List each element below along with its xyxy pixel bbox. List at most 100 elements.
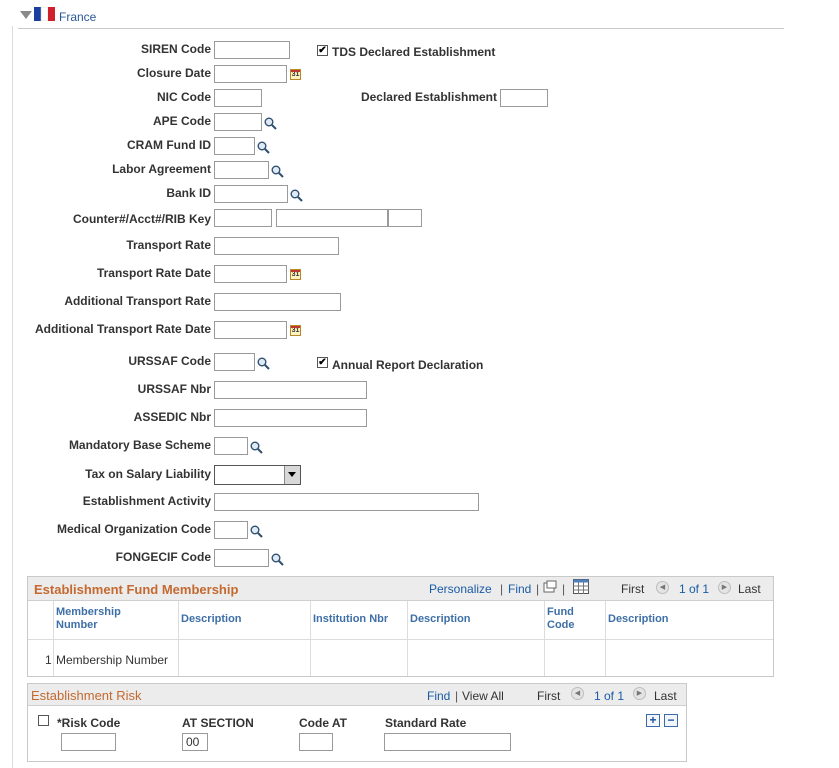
table-row[interactable]: 1 Membership Number — [28, 640, 773, 676]
counter-acct-rib-label: Counter#/Acct#/RIB Key — [72, 212, 211, 226]
additional-transport-rate-date-input[interactable] — [214, 321, 287, 339]
transport-rate-label: Transport Rate — [126, 238, 211, 252]
search-icon[interactable] — [257, 357, 270, 370]
row-select-checkbox[interactable] — [38, 715, 49, 726]
fund-grid-header-row: Membership Number Description Institutio… — [28, 601, 773, 640]
transport-rate-input[interactable] — [214, 237, 339, 255]
closure-date-input[interactable] — [214, 65, 287, 83]
search-icon[interactable] — [290, 189, 303, 202]
search-icon[interactable] — [250, 525, 263, 538]
risk-code-label: *Risk Code — [57, 716, 121, 730]
additional-transport-rate-date-label: Additional Transport Rate Date — [34, 322, 211, 336]
urssaf-nbr-label: URSSAF Nbr — [137, 382, 211, 396]
risk-grid-titlebar: Establishment Risk Find | View All First… — [28, 684, 686, 706]
standard-rate-input[interactable] — [384, 733, 511, 751]
calendar-icon[interactable]: 31 — [290, 325, 301, 336]
search-icon[interactable] — [264, 117, 277, 130]
risk-grid-title: Establishment Risk — [31, 688, 142, 703]
urssaf-code-label: URSSAF Code — [128, 354, 211, 368]
bank-id-input[interactable] — [214, 185, 288, 203]
rib-key-input[interactable] — [388, 209, 422, 227]
labor-agreement-label: Labor Agreement — [112, 162, 211, 176]
fund-grid-titlebar: Establishment Fund Membership Personaliz… — [28, 577, 773, 601]
account-input[interactable] — [276, 209, 388, 227]
france-flag-icon — [34, 7, 55, 21]
urssaf-nbr-input[interactable] — [214, 381, 367, 399]
add-row-icon[interactable]: + — [646, 714, 660, 727]
download-grid-icon[interactable] — [573, 579, 589, 594]
next-icon[interactable]: ▶ — [718, 581, 731, 594]
medical-org-code-input[interactable] — [214, 521, 248, 539]
fund-grid-title: Establishment Fund Membership — [34, 582, 239, 597]
siren-code-input[interactable] — [214, 41, 290, 59]
mandatory-base-scheme-label: Mandatory Base Scheme — [68, 438, 211, 452]
search-icon[interactable] — [257, 141, 270, 154]
labor-agreement-input[interactable] — [214, 161, 269, 179]
view-all-link[interactable]: View All — [462, 689, 504, 703]
separator: | — [536, 582, 540, 596]
at-section-input[interactable] — [182, 733, 208, 751]
left-border — [12, 26, 13, 768]
column-header-institution-nbr: Institution Nbr — [313, 613, 389, 625]
tds-declared-checkbox[interactable]: ✔ — [317, 45, 328, 56]
column-divider — [544, 601, 545, 676]
declared-establishment-input[interactable] — [500, 89, 548, 107]
search-icon[interactable] — [250, 441, 263, 454]
column-divider — [407, 601, 408, 676]
urssaf-code-input[interactable] — [214, 353, 255, 371]
counter-input[interactable] — [214, 209, 272, 227]
establishment-activity-label: Establishment Activity — [82, 494, 211, 508]
section-header[interactable]: France — [18, 6, 784, 29]
first-label: First — [537, 689, 561, 703]
fund-membership-grid: Establishment Fund Membership Personaliz… — [27, 576, 774, 677]
ape-code-label: APE Code — [152, 114, 211, 128]
establishment-activity-input[interactable] — [214, 493, 479, 511]
ape-code-input[interactable] — [214, 113, 262, 131]
mandatory-base-scheme-input[interactable] — [214, 437, 248, 455]
transport-rate-date-label: Transport Rate Date — [96, 266, 211, 280]
column-divider — [605, 601, 606, 676]
nic-code-input[interactable] — [214, 89, 262, 107]
risk-code-input[interactable] — [61, 733, 116, 751]
find-link[interactable]: Find — [427, 689, 451, 703]
previous-icon[interactable]: ◀ — [656, 581, 669, 594]
assedic-nbr-input[interactable] — [214, 409, 367, 427]
search-icon[interactable] — [271, 553, 284, 566]
chevron-down-icon[interactable] — [284, 466, 300, 484]
code-at-label: Code AT — [299, 716, 347, 730]
annual-report-label: Annual Report Declaration — [332, 358, 484, 372]
declared-establishment-label: Declared Establishment — [360, 90, 497, 104]
search-icon[interactable] — [271, 165, 284, 178]
column-divider — [53, 601, 54, 676]
separator: | — [500, 582, 504, 596]
next-icon[interactable]: ▶ — [633, 687, 646, 700]
assedic-nbr-label: ASSEDIC Nbr — [133, 410, 211, 424]
fongecif-code-input[interactable] — [214, 549, 269, 567]
last-label: Last — [738, 582, 761, 596]
tax-on-salary-select[interactable] — [214, 465, 301, 485]
row-number: 1 — [45, 653, 52, 667]
first-label: First — [621, 582, 645, 596]
calendar-icon[interactable]: 31 — [290, 269, 301, 280]
transport-rate-date-input[interactable] — [214, 265, 287, 283]
column-divider — [310, 601, 311, 676]
triangle-down-icon[interactable] — [20, 11, 32, 20]
personalize-link[interactable]: Personalize — [429, 582, 492, 596]
tax-on-salary-label: Tax on Salary Liability — [85, 467, 211, 481]
establishment-risk-grid: Establishment Risk Find | View All First… — [27, 683, 687, 762]
column-header-membership-number: Membership Number — [56, 606, 121, 631]
cram-fund-id-label: CRAM Fund ID — [127, 138, 211, 152]
additional-transport-rate-input[interactable] — [214, 293, 341, 311]
siren-code-label: SIREN Code — [140, 42, 211, 56]
code-at-input[interactable] — [299, 733, 333, 751]
delete-row-icon[interactable]: − — [664, 714, 678, 727]
annual-report-checkbox[interactable]: ✔ — [317, 357, 328, 368]
medical-org-code-label: Medical Organization Code — [56, 522, 211, 536]
column-header-description: Description — [410, 613, 471, 625]
calendar-icon[interactable]: 31 — [290, 69, 301, 80]
new-window-icon[interactable] — [543, 580, 557, 593]
last-label: Last — [654, 689, 677, 703]
previous-icon[interactable]: ◀ — [571, 687, 584, 700]
find-link[interactable]: Find — [508, 582, 532, 596]
cram-fund-id-input[interactable] — [214, 137, 255, 155]
